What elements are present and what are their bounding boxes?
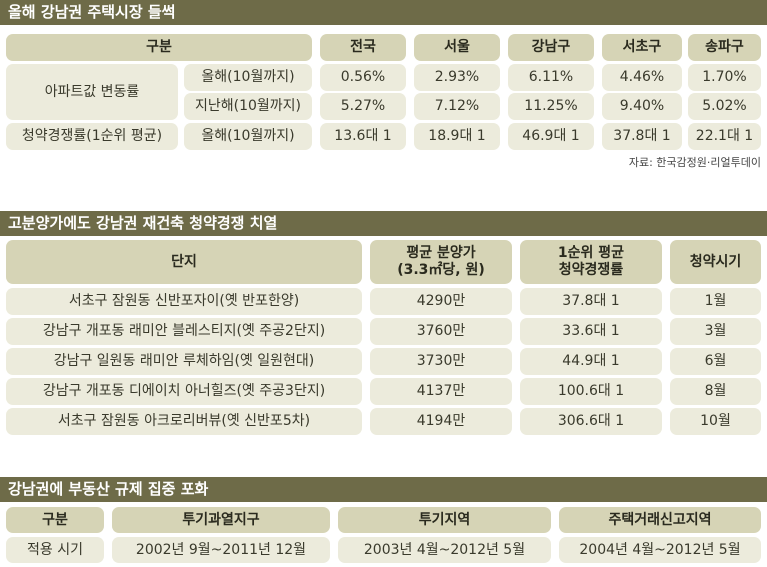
s1-row3-label: 올해(10월까지) (184, 123, 312, 150)
s2-row2-comp: 33.6대 1 (520, 318, 662, 345)
s1-row1-seoul: 2.93% (414, 64, 500, 91)
section1-title: 올해 강남권 주택시장 들썩 (0, 0, 767, 25)
s1-row2-seocho: 9.40% (602, 93, 682, 120)
s1-row2-national: 5.27% (320, 93, 406, 120)
s1-header-seoul: 서울 (414, 34, 500, 61)
s2-header-timing: 청약시기 (670, 240, 761, 284)
s1-row3-national: 13.6대 1 (320, 123, 406, 150)
s2-row5-price: 4194만 (370, 408, 512, 435)
s2-row2-timing: 3월 (670, 318, 761, 345)
s2-header-competition: 1순위 평균 청약경쟁률 (520, 240, 662, 284)
s1-header-national: 전국 (320, 34, 406, 61)
s2-header-complex: 단지 (6, 240, 362, 284)
s1-row1-national: 0.56% (320, 64, 406, 91)
s1-row2-songpa: 5.02% (688, 93, 761, 120)
s1-group-subscription: 청약경쟁률(1순위 평균) (6, 123, 178, 150)
s2-row4-comp: 100.6대 1 (520, 378, 662, 405)
s2-header-comp-line1: 1순위 평균 (557, 245, 625, 261)
s3-header-category: 구분 (6, 507, 104, 533)
s3-row-label: 적용 시기 (6, 537, 104, 563)
s1-header-gangnam: 강남구 (508, 34, 594, 61)
s2-row1-timing: 1월 (670, 288, 761, 315)
s1-row1-gangnam: 6.11% (508, 64, 594, 91)
s3-header-overheated: 투기과열지구 (112, 507, 330, 533)
s3-row-reporting: 2004년 4월~2012년 5월 (559, 537, 761, 563)
s3-header-speculation: 투기지역 (338, 507, 551, 533)
s1-header-category: 구분 (6, 34, 312, 61)
s1-row3-gangnam: 46.9대 1 (508, 123, 594, 150)
s2-header-price-line1: 평균 분양가 (406, 245, 476, 261)
s2-row2-complex: 강남구 개포동 래미안 블레스티지(옛 주공2단지) (6, 318, 362, 345)
s2-row1-comp: 37.8대 1 (520, 288, 662, 315)
s2-header-comp-line2: 청약경쟁률 (558, 262, 624, 278)
s2-header-price-line2: (3.3㎡당, 원) (397, 262, 485, 278)
s2-row3-comp: 44.9대 1 (520, 348, 662, 375)
s2-row2-price: 3760만 (370, 318, 512, 345)
s2-row5-comp: 306.6대 1 (520, 408, 662, 435)
s1-group-apt-price: 아파트값 변동률 (6, 64, 178, 120)
s2-row1-price: 4290만 (370, 288, 512, 315)
s3-row-speculation: 2003년 4월~2012년 5월 (338, 537, 551, 563)
s2-row1-complex: 서초구 잠원동 신반포자이(옛 반포한양) (6, 288, 362, 315)
s2-header-price: 평균 분양가 (3.3㎡당, 원) (370, 240, 512, 284)
s1-row3-songpa: 22.1대 1 (688, 123, 761, 150)
s2-row4-price: 4137만 (370, 378, 512, 405)
section3-title: 강남권에 부동산 규제 집중 포화 (0, 477, 767, 502)
s2-row3-complex: 강남구 일원동 래미안 루체하임(옛 일원현대) (6, 348, 362, 375)
s1-row2-label: 지난해(10월까지) (184, 93, 312, 120)
s1-row2-gangnam: 11.25% (508, 93, 594, 120)
s1-header-seocho: 서초구 (602, 34, 682, 61)
s1-row3-seoul: 18.9대 1 (414, 123, 500, 150)
s2-row4-timing: 8월 (670, 378, 761, 405)
s2-row5-complex: 서초구 잠원동 아크로리버뷰(옛 신반포5차) (6, 408, 362, 435)
s1-row1-songpa: 1.70% (688, 64, 761, 91)
s2-row5-timing: 10월 (670, 408, 761, 435)
s1-source: 자료: 한국감정원·리얼투데이 (628, 156, 761, 169)
s1-header-songpa: 송파구 (688, 34, 761, 61)
s3-header-reporting: 주택거래신고지역 (559, 507, 761, 533)
s1-row1-seocho: 4.46% (602, 64, 682, 91)
s1-row3-seocho: 37.8대 1 (602, 123, 682, 150)
s3-row-overheated: 2002년 9월~2011년 12월 (112, 537, 330, 563)
s2-row3-timing: 6월 (670, 348, 761, 375)
s2-row4-complex: 강남구 개포동 디에이치 아너힐즈(옛 주공3단지) (6, 378, 362, 405)
section2-title: 고분양가에도 강남권 재건축 청약경쟁 치열 (0, 211, 767, 236)
s2-row3-price: 3730만 (370, 348, 512, 375)
s1-row2-seoul: 7.12% (414, 93, 500, 120)
s1-row1-label: 올해(10월까지) (184, 64, 312, 91)
